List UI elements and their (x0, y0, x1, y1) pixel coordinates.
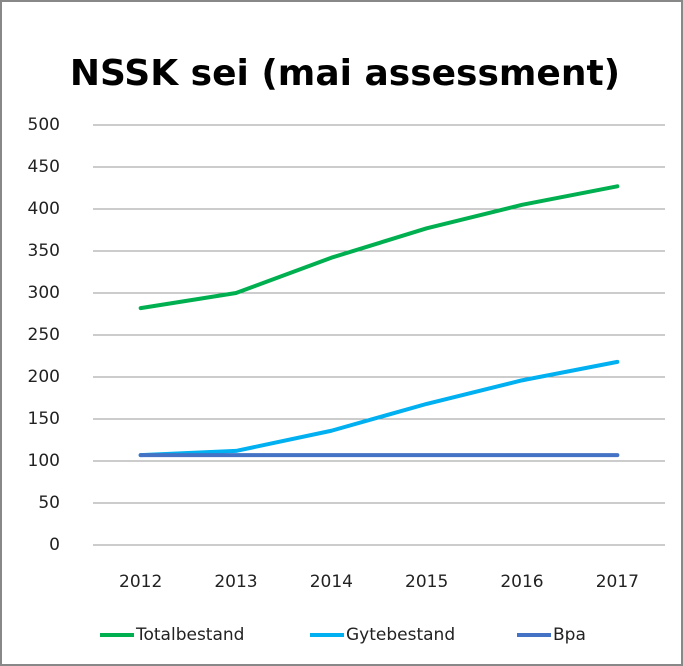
y-tick-label: 300 (28, 283, 60, 303)
x-tick-label: 2014 (310, 572, 353, 592)
legend-label: Totalbestand (135, 625, 244, 645)
y-tick-label: 200 (28, 367, 60, 387)
y-tick-label: 100 (28, 451, 60, 471)
data-line (138, 359, 620, 458)
y-tick-label: 350 (28, 241, 60, 261)
y-tick-label: 400 (28, 199, 60, 219)
chart-title: NSSK sei (mai assessment) (70, 53, 620, 94)
y-tick-label: 500 (28, 115, 60, 135)
x-tick-label: 2017 (596, 572, 639, 592)
x-tick-label: 2016 (500, 572, 543, 592)
x-tick-label: 2015 (405, 572, 448, 592)
y-tick-label: 0 (49, 535, 60, 555)
y-tick-label: 450 (28, 157, 60, 177)
legend-label: Bpa (553, 625, 586, 645)
y-tick-label: 150 (28, 409, 60, 429)
x-tick-label: 2013 (214, 572, 257, 592)
x-tick-label: 2012 (119, 572, 162, 592)
legend-label: Gytebestand (346, 625, 455, 645)
y-tick-label: 250 (28, 325, 60, 345)
y-tick-label: 50 (38, 493, 60, 513)
data-line (138, 184, 620, 311)
